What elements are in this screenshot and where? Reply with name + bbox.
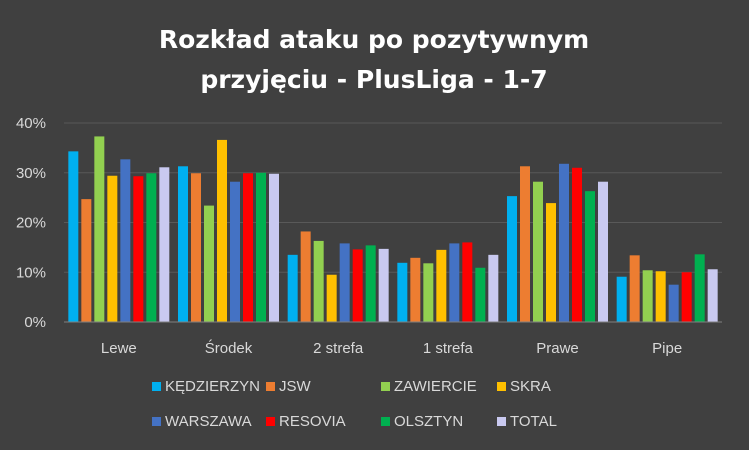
legend: KĘDZIERZYN JSW ZAWIERCIE SKRA WARSZAWA RESOVI… (152, 378, 557, 430)
bar-kędzierzyn-3 (397, 262, 408, 322)
bar-jsw-4 (520, 166, 530, 322)
bar-jsw-5 (629, 255, 640, 322)
bar-resovia-4 (572, 167, 582, 322)
bar-resovia-0 (133, 176, 144, 322)
legend-swatch-jsw (266, 382, 275, 391)
bar-kędzierzyn-4 (507, 196, 517, 322)
bar-total-0 (159, 167, 170, 322)
bar-zawiercie-3 (423, 263, 434, 322)
bar-zawiercie-1 (204, 205, 214, 322)
bar-skra-2 (326, 274, 337, 322)
x-category-label: Prawe (536, 340, 579, 357)
bar-total-5 (707, 269, 718, 322)
bar-kędzierzyn-0 (68, 151, 79, 322)
bar-resovia-1 (243, 173, 253, 322)
bar-total-1 (269, 173, 279, 322)
bar-warszawa-2 (339, 243, 350, 322)
bar-skra-1 (217, 139, 227, 322)
bar-zawiercie-5 (642, 270, 653, 322)
bar-zawiercie-4 (533, 181, 543, 322)
bars (68, 136, 718, 322)
bar-olsztyn-1 (256, 172, 266, 322)
x-category-label: 2 strefa (313, 340, 364, 357)
bar-jsw-1 (191, 173, 201, 322)
legend-label-warszawa: WARSZAWA (165, 413, 252, 430)
y-tick-label: 0% (24, 314, 46, 331)
legend-swatch-total (497, 417, 506, 426)
legend-label-total: TOTAL (510, 413, 557, 430)
bar-skra-5 (655, 271, 666, 322)
x-category-label: Lewe (101, 340, 137, 357)
legend-swatch-skra (497, 382, 506, 391)
y-tick-label: 20% (16, 215, 46, 232)
bar-zawiercie-2 (313, 240, 324, 322)
bar-olsztyn-5 (694, 254, 705, 322)
y-tick-label: 40% (16, 115, 46, 132)
bar-zawiercie-0 (94, 136, 105, 322)
legend-label-kędzierzyn: KĘDZIERZYN (165, 378, 260, 395)
bar-total-3 (488, 254, 499, 322)
bar-resovia-2 (352, 249, 363, 322)
y-axis-ticks: 0% 10% 20% 30% 40% (16, 115, 46, 331)
bar-resovia-3 (462, 242, 473, 322)
bar-kędzierzyn-1 (178, 166, 188, 322)
x-axis: Lewe Środek 2 strefa 1 strefa Prawe Pipe (64, 321, 722, 357)
legend-swatch-warszawa (152, 417, 161, 426)
chart-title-line-1: Rozkład ataku po pozytywnym (159, 25, 589, 54)
bar-warszawa-3 (449, 243, 460, 322)
bar-olsztyn-3 (475, 267, 486, 322)
x-category-label: Środek (205, 339, 253, 357)
bar-total-4 (598, 181, 608, 322)
bar-skra-4 (546, 203, 556, 322)
bar-olsztyn-2 (365, 245, 376, 322)
bar-warszawa-1 (230, 181, 240, 322)
bar-total-2 (378, 248, 389, 322)
legend-label-skra: SKRA (510, 378, 551, 395)
bar-warszawa-0 (120, 159, 131, 322)
bar-kędzierzyn-2 (287, 254, 298, 322)
legend-swatch-olsztyn (381, 417, 390, 426)
bar-jsw-0 (81, 199, 92, 322)
legend-swatch-resovia (266, 417, 275, 426)
x-category-label: Pipe (652, 340, 682, 357)
y-tick-label: 30% (16, 165, 46, 182)
legend-label-resovia: RESOVIA (279, 413, 346, 430)
bar-warszawa-5 (668, 284, 679, 322)
bar-jsw-2 (300, 231, 311, 322)
chart-title-line-2: przyjęciu - PlusLiga - 1-7 (200, 65, 547, 94)
bar-kędzierzyn-5 (616, 276, 627, 322)
bar-olsztyn-4 (585, 191, 595, 322)
legend-label-jsw: JSW (279, 378, 312, 395)
gridlines (64, 122, 722, 273)
y-tick-label: 10% (16, 264, 46, 281)
bar-skra-0 (107, 175, 118, 322)
chart-title: Rozkład ataku po pozytywnym przyjęciu - … (159, 25, 589, 94)
bar-warszawa-4 (559, 163, 569, 322)
bar-jsw-3 (410, 257, 421, 322)
legend-label-olsztyn: OLSZTYN (394, 413, 463, 430)
x-category-label: 1 strefa (423, 340, 474, 357)
bar-skra-3 (436, 249, 447, 322)
legend-label-zawiercie: ZAWIERCIE (394, 378, 477, 395)
legend-swatch-zawiercie (381, 382, 390, 391)
bar-resovia-5 (681, 272, 692, 322)
legend-swatch-kędzierzyn (152, 382, 161, 391)
bar-olsztyn-0 (146, 173, 157, 322)
